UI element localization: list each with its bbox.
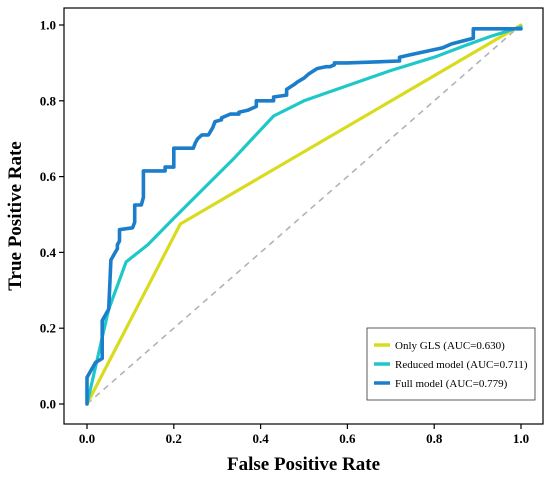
x-tick-label: 0.8 xyxy=(426,431,443,446)
legend-label-1: Only GLS (AUC=0.630) xyxy=(395,340,505,352)
legend-label-2: Reduced model (AUC=0.711) xyxy=(395,359,528,371)
x-tick-label: 0.2 xyxy=(166,431,182,446)
series-line-2 xyxy=(85,25,523,406)
axes xyxy=(63,7,544,425)
x-axis-ticks: 0.0 0.2 0.4 0.6 0.8 1.0 xyxy=(79,424,529,446)
y-tick-label: 0.6 xyxy=(40,169,57,184)
y-tick-label: 0.4 xyxy=(40,245,57,260)
series-line-1 xyxy=(85,23,523,406)
legend-box xyxy=(366,327,536,401)
y-axis-label: True Positive Rate xyxy=(5,141,26,291)
y-tick-label: 0.0 xyxy=(40,397,56,412)
series-line-3 xyxy=(85,26,523,406)
reference-diagonal xyxy=(86,24,522,405)
x-tick-label: 1.0 xyxy=(513,431,529,446)
x-tick-label: 0.4 xyxy=(252,431,269,446)
x-tick-label: 0.6 xyxy=(339,431,356,446)
plot-border xyxy=(63,7,544,425)
legend-label-3: Full model (AUC=0.779) xyxy=(395,378,508,390)
y-tick-label: 0.2 xyxy=(40,321,56,336)
y-axis-ticks: 0.0 0.2 0.4 0.6 0.8 1.0 xyxy=(40,18,64,412)
x-tick-label: 0.0 xyxy=(79,431,95,446)
x-axis-label: False Positive Rate xyxy=(227,454,380,475)
y-tick-label: 1.0 xyxy=(40,18,56,33)
plot-area xyxy=(85,23,523,406)
legend: Only GLS (AUC=0.630) Reduced model (AUC=0… xyxy=(366,327,536,401)
y-tick-label: 0.8 xyxy=(40,93,57,108)
